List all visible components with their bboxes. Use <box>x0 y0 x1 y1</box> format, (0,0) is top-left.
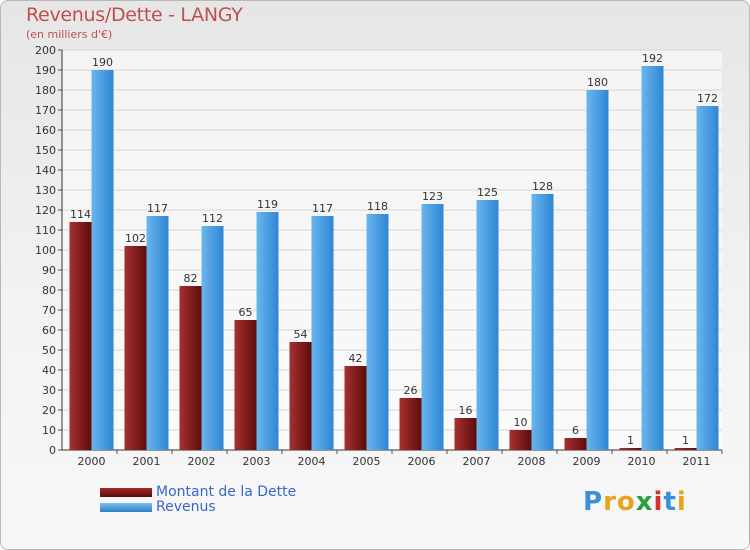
data-label-dette: 54 <box>294 328 308 341</box>
logo-letter: t <box>663 487 677 517</box>
x-tick-label: 2000 <box>78 455 106 468</box>
y-tick-label: 200 <box>35 44 56 57</box>
y-tick-label: 50 <box>42 344 56 357</box>
x-tick-label: 2008 <box>518 455 546 468</box>
bar-revenus <box>256 212 279 450</box>
data-label-revenus: 192 <box>642 52 663 65</box>
data-label-dette: 42 <box>349 352 363 365</box>
x-tick-label: 2001 <box>133 455 161 468</box>
x-tick-label: 2006 <box>408 455 436 468</box>
data-label-revenus: 172 <box>697 92 718 105</box>
bar-dette <box>674 448 697 450</box>
y-tick-label: 160 <box>35 124 56 137</box>
legend-label-revenus: Revenus <box>156 499 216 515</box>
x-tick-label: 2011 <box>683 455 711 468</box>
data-label-dette: 82 <box>184 272 198 285</box>
y-tick-label: 80 <box>42 284 56 297</box>
data-label-dette: 1 <box>627 434 634 447</box>
y-tick-label: 90 <box>42 264 56 277</box>
x-tick-label: 2007 <box>463 455 491 468</box>
y-tick-label: 170 <box>35 104 56 117</box>
bar-revenus <box>531 194 554 450</box>
bar-dette <box>509 430 532 450</box>
bar-revenus <box>696 106 719 450</box>
legend-swatch-revenus <box>100 503 152 512</box>
bar-revenus <box>91 70 114 450</box>
data-label-revenus: 123 <box>422 190 443 203</box>
data-label-revenus: 119 <box>257 198 278 211</box>
legend-swatch-dette <box>100 488 152 497</box>
y-tick-label: 30 <box>42 384 56 397</box>
logo-letter: i <box>676 487 687 517</box>
data-label-dette: 26 <box>404 384 418 397</box>
data-label-revenus: 112 <box>202 212 223 225</box>
logo-letter: r <box>603 487 617 517</box>
y-tick-label: 20 <box>42 404 56 417</box>
data-label-revenus: 118 <box>367 200 388 213</box>
y-tick-label: 150 <box>35 144 56 157</box>
data-label-revenus: 117 <box>312 202 333 215</box>
y-tick-label: 70 <box>42 304 56 317</box>
bar-dette <box>179 286 202 450</box>
data-label-revenus: 128 <box>532 180 553 193</box>
y-tick-label: 130 <box>35 184 56 197</box>
bar-dette <box>234 320 257 450</box>
proxiti-logo: Proxiti <box>583 487 687 517</box>
data-label-dette: 102 <box>125 232 146 245</box>
data-label-dette: 65 <box>239 306 253 319</box>
legend-label-dette: Montant de la Dette <box>156 484 297 500</box>
x-tick-label: 2009 <box>573 455 601 468</box>
x-tick-label: 2004 <box>298 455 326 468</box>
y-tick-label: 180 <box>35 84 56 97</box>
data-label-dette: 114 <box>70 208 91 221</box>
data-label-dette: 1 <box>682 434 689 447</box>
logo-letter: o <box>616 487 636 517</box>
y-tick-label: 120 <box>35 204 56 217</box>
data-label-revenus: 180 <box>587 76 608 89</box>
chart-title: Revenus/Dette - LANGY <box>26 4 243 26</box>
bar-revenus <box>201 226 224 450</box>
bar-revenus <box>586 90 609 450</box>
bar-dette <box>564 438 587 450</box>
bar-dette <box>289 342 312 450</box>
y-tick-label: 0 <box>49 444 56 457</box>
x-tick-label: 2003 <box>243 455 271 468</box>
data-label-dette: 10 <box>514 416 528 429</box>
data-label-dette: 16 <box>459 404 473 417</box>
x-tick-label: 2010 <box>628 455 656 468</box>
bar-revenus <box>476 200 499 450</box>
y-tick-label: 60 <box>42 324 56 337</box>
bar-dette <box>619 448 642 450</box>
logo-letter: i <box>653 487 664 517</box>
logo-letter: x <box>635 487 654 517</box>
x-tick-label: 2005 <box>353 455 381 468</box>
data-label-revenus: 190 <box>92 56 113 69</box>
y-tick-label: 190 <box>35 64 56 77</box>
logo-letter: P <box>583 487 604 517</box>
y-tick-label: 110 <box>35 224 56 237</box>
bar-dette <box>124 246 147 450</box>
data-label-revenus: 125 <box>477 186 498 199</box>
bar-dette <box>69 222 92 450</box>
bar-revenus <box>311 216 334 450</box>
bar-revenus <box>366 214 389 450</box>
bar-dette <box>454 418 477 450</box>
bar-revenus <box>421 204 444 450</box>
x-tick-label: 2002 <box>188 455 216 468</box>
y-tick-label: 140 <box>35 164 56 177</box>
bar-revenus <box>641 66 664 450</box>
bar-dette <box>399 398 422 450</box>
bar-dette <box>344 366 367 450</box>
bar-revenus <box>146 216 169 450</box>
y-tick-label: 40 <box>42 364 56 377</box>
data-label-revenus: 117 <box>147 202 168 215</box>
data-label-dette: 6 <box>572 424 579 437</box>
y-tick-label: 100 <box>35 244 56 257</box>
y-tick-label: 10 <box>42 424 56 437</box>
chart-subtitle: (en milliers d'€) <box>26 28 113 41</box>
